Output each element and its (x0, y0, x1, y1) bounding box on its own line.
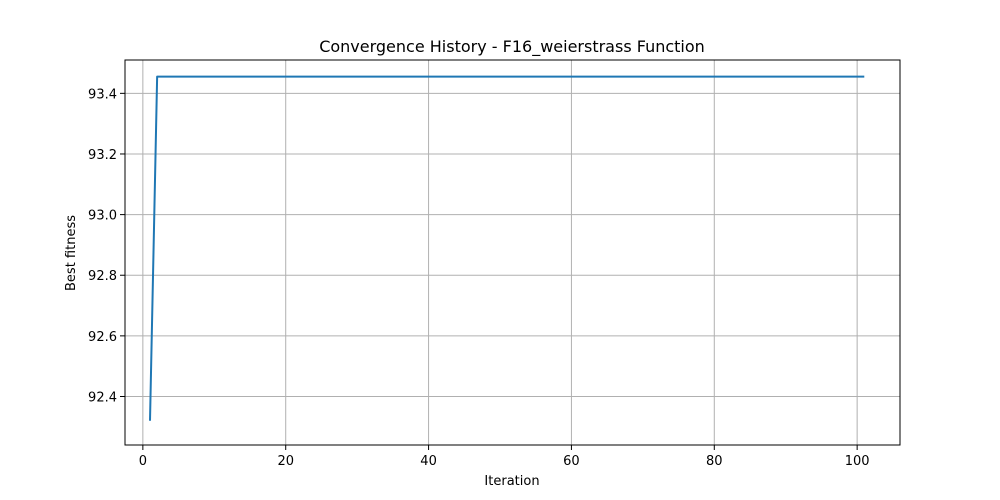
x-tick-label: 100 (845, 454, 870, 469)
series-layer (149, 75, 865, 421)
grid (125, 60, 900, 445)
chart-title: Convergence History - F16_weierstrass Fu… (319, 37, 705, 57)
y-tick-label: 93.4 (88, 87, 117, 102)
x-tick-label: 40 (420, 454, 437, 469)
x-axis: 0 20 40 60 80 100 (139, 445, 870, 469)
y-tick-label: 92.8 (88, 269, 117, 284)
y-tick-label: 92.4 (88, 390, 117, 405)
plot-area (124, 59, 901, 446)
y-tick-label: 93.0 (88, 209, 117, 224)
series-line (149, 75, 865, 421)
x-tick-label: 20 (277, 454, 294, 469)
y-axis: 92.4 92.6 92.8 93.0 93.2 93.4 (88, 87, 125, 405)
x-tick-label: 0 (139, 454, 147, 469)
y-tick-label: 92.6 (88, 330, 117, 345)
x-tick-label: 80 (706, 454, 723, 469)
y-tick-label: 93.2 (88, 148, 117, 163)
x-tick-label: 60 (563, 454, 580, 469)
x-axis-label: Iteration (484, 474, 539, 489)
y-axis-label: Best fitness (64, 215, 79, 291)
